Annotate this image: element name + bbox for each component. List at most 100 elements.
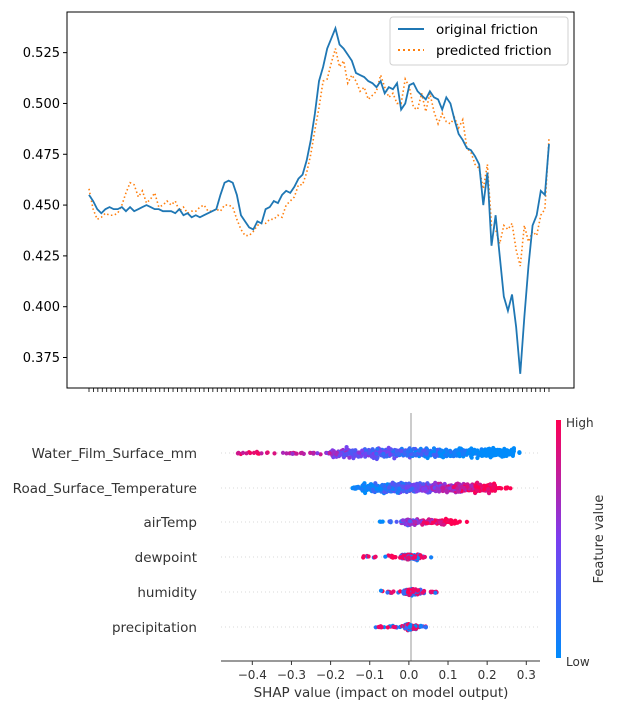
shap-dot: [437, 520, 442, 525]
shap-dot: [360, 487, 365, 492]
shap-dot: [443, 516, 448, 521]
shap-dot: [416, 520, 421, 525]
shap-dot: [352, 486, 357, 491]
shap-dot: [452, 449, 457, 455]
shap-feature-gridlines: [221, 452, 540, 628]
shap-dot: [419, 452, 424, 457]
shap-dot: [431, 449, 436, 454]
shap-dot: [501, 454, 507, 459]
shap-dot: [396, 489, 401, 494]
x-tick-label: 0.1: [438, 668, 457, 682]
legend-box: [389, 16, 569, 66]
shap-dot: [401, 590, 406, 595]
shap-dot: [505, 448, 510, 453]
shap-dot: [390, 452, 396, 457]
shap-dot: [339, 452, 344, 457]
shap-dot: [504, 486, 510, 491]
shap-dot: [299, 450, 305, 455]
shap-dot: [284, 451, 289, 456]
y-tick-label: 0.375: [23, 351, 60, 366]
shap-dot: [429, 555, 434, 560]
shap-dot: [422, 554, 427, 560]
shap-dot: [392, 456, 397, 461]
shap-dot: [387, 519, 392, 524]
shap-dot: [456, 489, 461, 494]
shap-dot: [421, 487, 426, 492]
shap-dot: [495, 449, 500, 454]
shap-dot: [290, 451, 295, 456]
shap-dots-group: [235, 445, 522, 633]
shap-dot: [404, 626, 409, 631]
shap-dot: [363, 490, 368, 496]
feature-dots: [373, 622, 428, 633]
shap-dot: [394, 519, 399, 524]
y-tick-label: 0.500: [23, 97, 60, 112]
shap-dot: [486, 487, 491, 492]
shap-dot: [461, 451, 466, 456]
shap-dot: [413, 486, 418, 492]
feature-dots: [378, 586, 439, 598]
colorbar: [556, 420, 561, 658]
shap-dot: [408, 624, 413, 629]
shap-dot: [405, 484, 410, 489]
feature-label: dewpoint: [135, 550, 197, 566]
shap-dot: [377, 519, 382, 524]
shap-dot: [407, 519, 413, 524]
shap-dot: [331, 450, 337, 455]
feature-label: Road_Surface_Temperature: [13, 481, 197, 497]
colorbar-high-label: High: [566, 416, 594, 430]
x-tick-label: 0.2: [478, 668, 497, 682]
shap-dot: [444, 448, 449, 453]
feature-label: humidity: [137, 585, 197, 601]
shap-dot: [399, 448, 404, 454]
shap-dot: [433, 590, 438, 595]
shap-dot: [280, 450, 286, 455]
shap-dot: [455, 448, 461, 453]
shap-dot: [387, 452, 393, 457]
shap-dot: [375, 446, 380, 452]
shap-dot: [435, 486, 440, 491]
line-x-axis-ticks: [88, 388, 550, 392]
shap-dot: [448, 449, 453, 454]
shap-dot: [240, 450, 246, 455]
shap-dot: [475, 455, 480, 461]
shap-dot: [381, 451, 386, 456]
colorbar-low-label: Low: [566, 655, 590, 669]
shap-dot: [441, 455, 446, 460]
shap-dot: [430, 520, 435, 525]
shap-dot: [491, 485, 496, 491]
shap-dot: [405, 590, 411, 595]
shap-feature-labels: Water_Film_Surface_mm Road_Surface_Temper…: [13, 446, 197, 636]
shap-dot: [327, 451, 332, 456]
shap-dot: [366, 554, 371, 559]
shap-dot: [400, 484, 405, 489]
y-tick-label: 0.450: [23, 199, 60, 214]
shap-dot: [378, 588, 384, 593]
line-y-axis-ticks: 0.375 0.400 0.425 0.450 0.475 0.500 0.525: [23, 46, 67, 366]
shap-dot: [385, 590, 390, 595]
shap-dot: [254, 449, 259, 454]
shap-dot: [398, 555, 403, 560]
shap-dot: [508, 486, 513, 491]
x-tick-label: −0.2: [316, 668, 345, 682]
feature-label: Water_Film_Surface_mm: [32, 446, 197, 462]
shap-dot: [473, 483, 478, 488]
shap-dot: [490, 450, 495, 456]
shap-dot: [412, 554, 417, 559]
shap-dot: [400, 518, 405, 523]
shap-dot: [409, 452, 414, 457]
shap-dot: [357, 450, 362, 455]
shap-dot: [348, 449, 353, 454]
series-predicted-friction: [88, 48, 550, 267]
shap-dot: [459, 484, 464, 490]
shap-dot: [488, 482, 493, 487]
shap-dot: [434, 453, 439, 458]
shap-dot: [236, 450, 241, 455]
shap-dot: [405, 489, 410, 494]
shap-dot: [431, 446, 437, 451]
shap-dot: [464, 519, 469, 525]
shap-dot: [421, 482, 426, 487]
shap-dot: [389, 590, 394, 595]
shap-dot: [465, 484, 470, 489]
shap-dot: [411, 589, 416, 594]
